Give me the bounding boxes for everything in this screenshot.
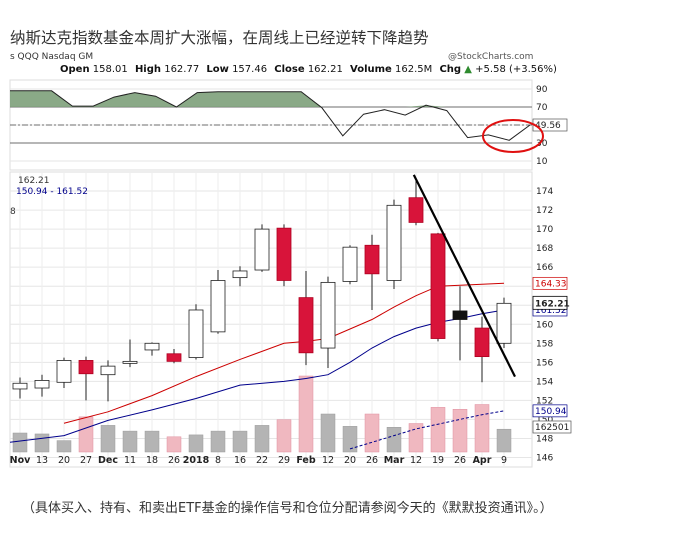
close-label: Close: [274, 64, 305, 75]
close-value: 162.21: [307, 64, 343, 75]
watermark: @StockCharts.com: [448, 52, 534, 62]
page-title: 纳斯达克指数基金本周扩大涨幅，在周线上已经逆转下降趋势: [10, 29, 429, 47]
chg-label: Chg: [439, 64, 462, 75]
volume-label: Volume: [350, 64, 392, 75]
ohlc-bar: Open 158.01 High 162.77 Low 157.46 Close…: [60, 64, 561, 75]
chg-arrow-icon: ▲: [464, 64, 472, 75]
high-label: High: [134, 64, 162, 75]
open-value: 158.01: [92, 64, 128, 75]
open-label: Open: [60, 64, 90, 75]
low-label: Low: [206, 64, 229, 75]
volume-value: 162.5M: [395, 64, 433, 75]
left-edge-label: 8: [10, 207, 16, 217]
price-close-label: 162.21: [18, 176, 50, 186]
symbol-label: s QQQ Nasdaq GM: [10, 52, 94, 62]
ma-legend-label: 150.94 - 161.52: [16, 187, 88, 197]
caption: （具体买入、持有、和卖出ETF基金的操作信号和仓位分配请参阅今天的《默默投资通讯…: [22, 501, 553, 516]
low-value: 157.46: [232, 64, 268, 75]
stock-chart: [8, 48, 590, 468]
high-value: 162.77: [164, 64, 200, 75]
chg-value: +5.58 (+3.56%): [475, 64, 557, 75]
